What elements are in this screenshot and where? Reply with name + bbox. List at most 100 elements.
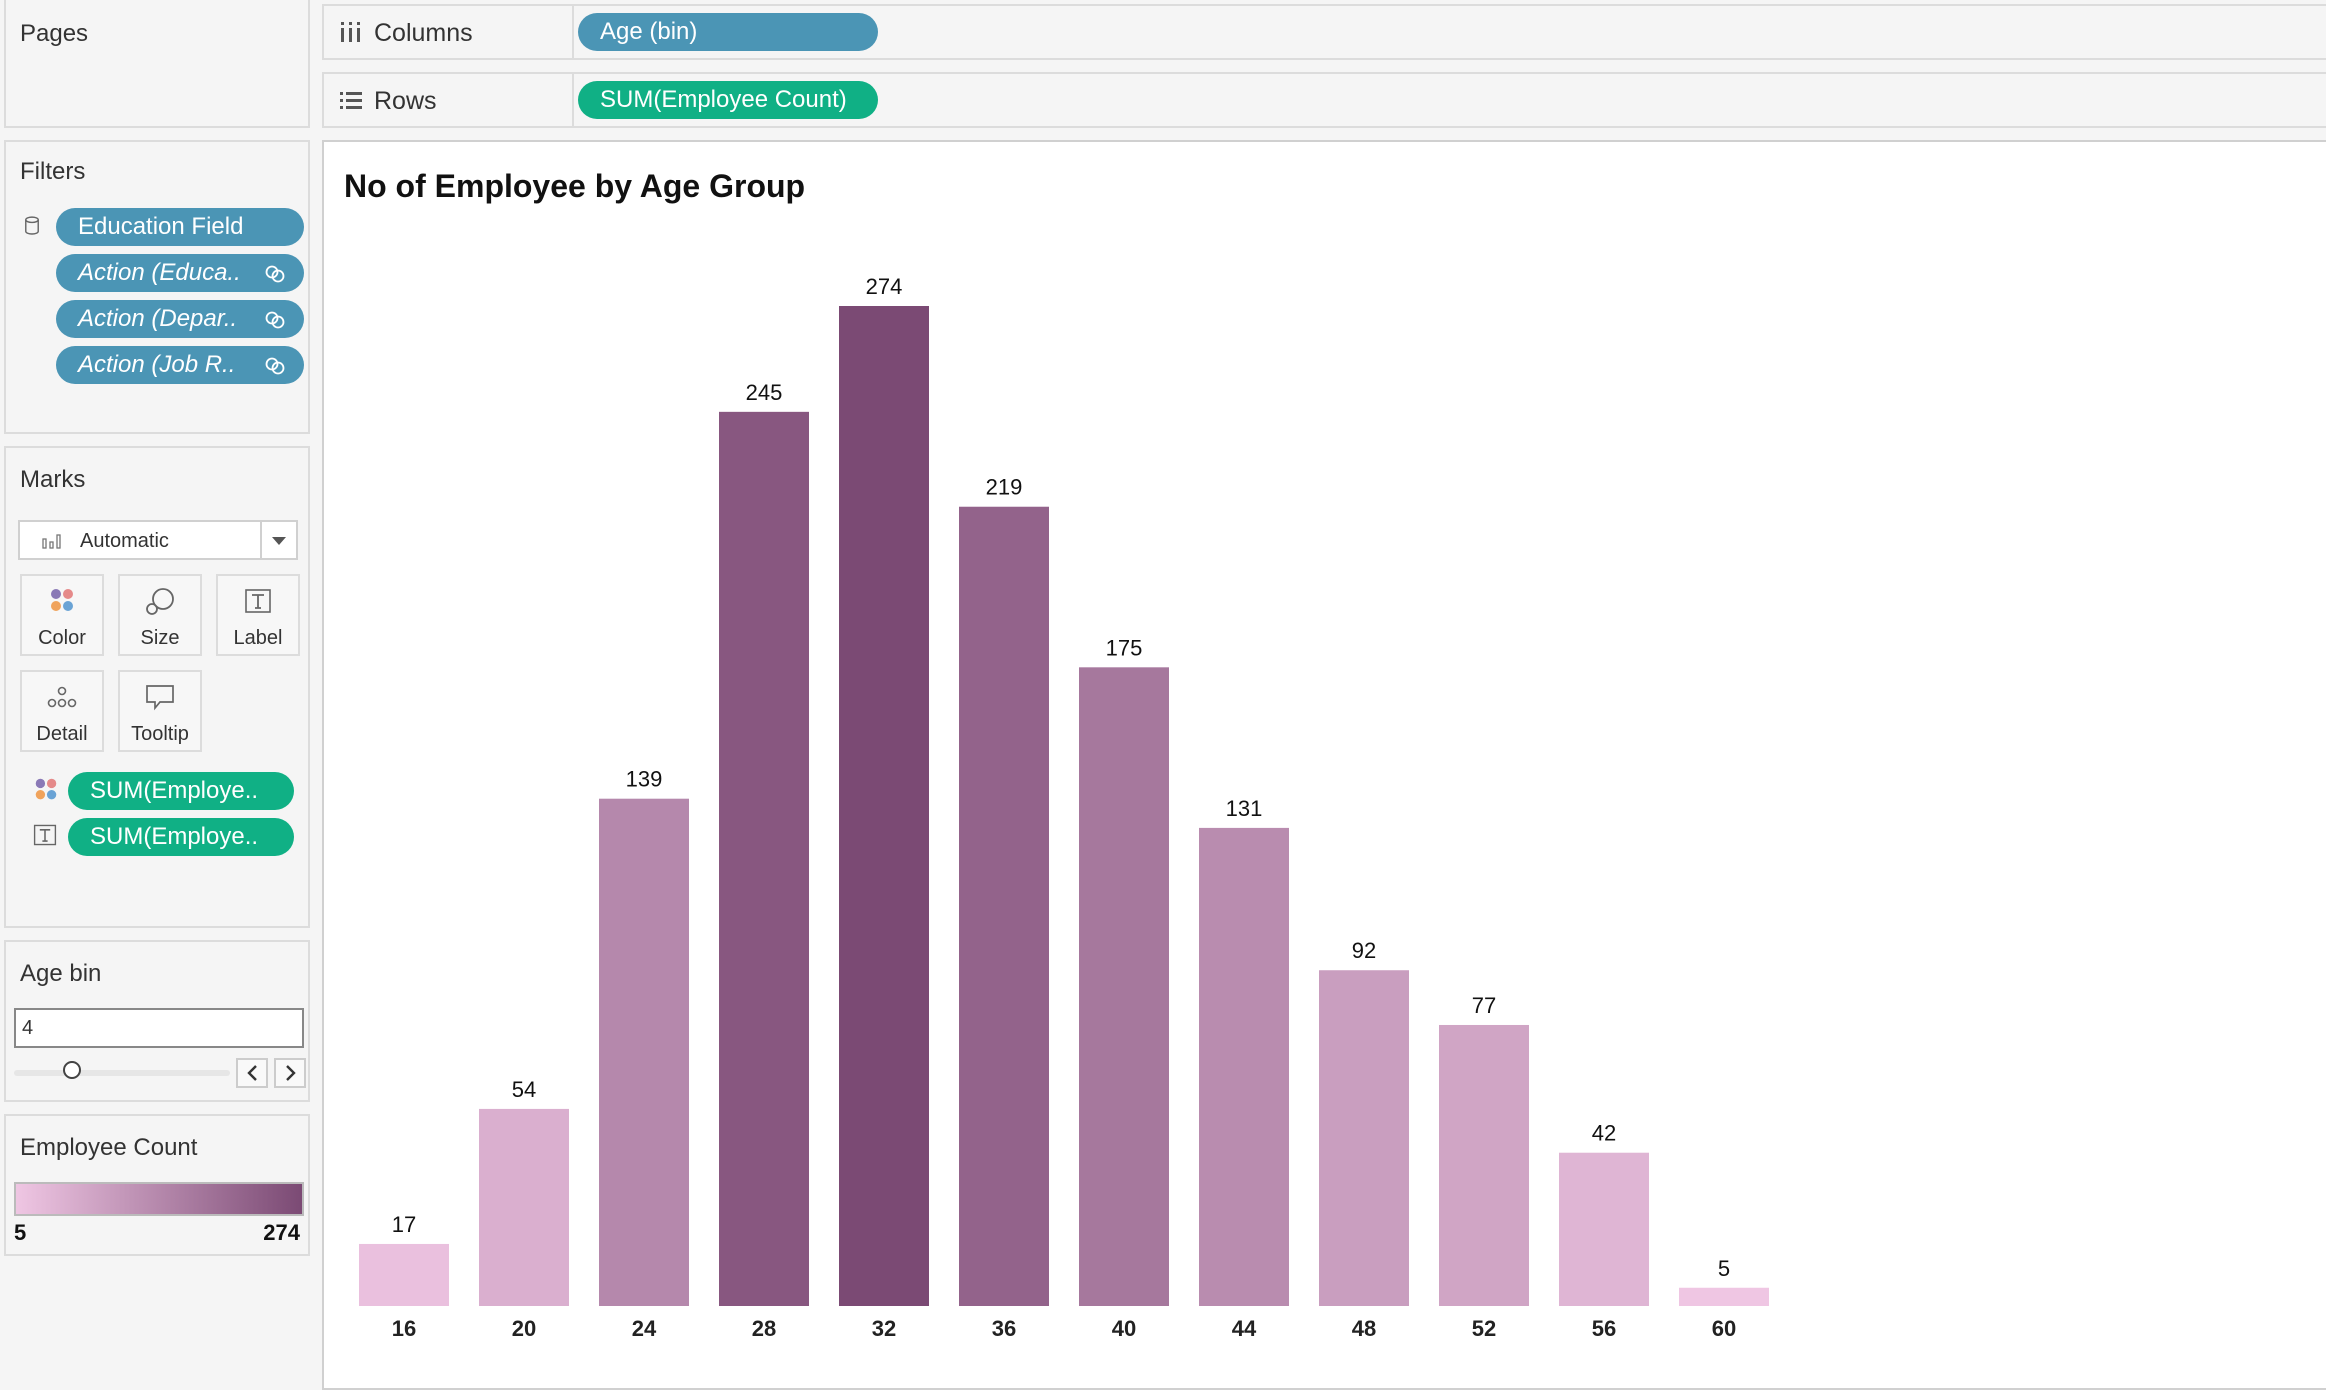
detail-icon — [47, 686, 77, 708]
legend-title: Employee Count — [20, 1134, 198, 1161]
age-bin-card: Age bin — [4, 940, 310, 1102]
data-label-20: 54 — [512, 1077, 536, 1102]
data-label-52: 77 — [1472, 993, 1496, 1018]
x-tick-44: 44 — [1232, 1316, 1257, 1341]
age-bin-slider-thumb[interactable] — [63, 1061, 82, 1079]
size-icon — [146, 588, 174, 615]
x-tick-32: 32 — [872, 1316, 896, 1341]
pages-title: Pages — [20, 20, 89, 47]
filters-card: Filters Education Field Action (Educa.. … — [4, 140, 310, 434]
text-label-icon — [245, 589, 271, 613]
bar-36[interactable] — [959, 506, 1049, 1306]
filter-action-department-label: Action (Depar.. — [78, 305, 238, 332]
filter-action-education-label: Action (Educa.. — [78, 259, 241, 286]
chart-title: No of Employee by Age Group — [344, 168, 806, 204]
bar-48[interactable] — [1319, 970, 1409, 1306]
link-icon — [265, 265, 285, 283]
marks-card: Marks Automatic Color Size Label — [4, 446, 310, 928]
filter-action-department[interactable]: Action (Depar.. — [56, 300, 304, 338]
label-field-pill[interactable]: SUM(Employe.. — [68, 818, 294, 856]
dropdown-divider — [260, 522, 296, 558]
data-label-28: 245 — [746, 380, 783, 405]
color-field-pill[interactable]: SUM(Employe.. — [68, 772, 294, 810]
legend-max: 274 — [263, 1220, 300, 1245]
color-dots-icon — [51, 589, 73, 611]
bar-chart: 17 16 54 20 139 24 245 28 274 32 219 36 175 40 131 44 92… — [359, 274, 1769, 1341]
age-bin-decrement-button[interactable] — [236, 1058, 268, 1088]
chart-view: 17 16 54 20 139 24 245 28 274 32 219 36 175 40 131 44 92… — [322, 140, 2326, 1390]
age-bin-slider-track[interactable] — [14, 1070, 230, 1076]
data-label-24: 139 — [626, 767, 663, 792]
tooltip-label: Tooltip — [131, 723, 189, 745]
datasource-icon — [25, 216, 39, 235]
chevron-right-icon — [286, 1065, 296, 1081]
detail-label: Detail — [36, 723, 88, 745]
x-tick-40: 40 — [1112, 1316, 1136, 1341]
rows-shelf[interactable]: Rows SUM(Employee Count) — [322, 72, 2326, 128]
bar-28[interactable] — [719, 411, 809, 1306]
rows-icon — [340, 92, 362, 109]
link-icon — [265, 311, 285, 329]
tooltip-icon — [146, 685, 174, 711]
age-bin-increment-button[interactable] — [274, 1058, 306, 1088]
legend-min: 5 — [14, 1220, 27, 1245]
bar-52[interactable] — [1439, 1024, 1529, 1306]
data-label-60: 5 — [1718, 1256, 1730, 1281]
mark-type-value: Automatic — [80, 530, 169, 552]
columns-shelf-label: Columns — [324, 6, 574, 58]
text-label-icon — [33, 824, 57, 846]
age-bin-pill[interactable]: Age (bin) — [578, 13, 878, 51]
detail-button[interactable]: Detail — [20, 670, 104, 752]
bar-44[interactable] — [1199, 827, 1289, 1306]
filter-action-education[interactable]: Action (Educa.. — [56, 254, 304, 292]
data-label-48: 92 — [1352, 938, 1376, 963]
data-label-40: 175 — [1106, 635, 1143, 660]
filters-title: Filters — [20, 158, 86, 185]
label-button[interactable]: Label — [216, 574, 300, 656]
filter-action-job-role[interactable]: Action (Job R.. — [56, 346, 304, 384]
tooltip-button[interactable]: Tooltip — [118, 670, 202, 752]
marks-title: Marks — [20, 466, 86, 493]
label-label: Label — [233, 627, 283, 649]
chevron-down-icon — [272, 537, 286, 545]
data-label-56: 42 — [1592, 1121, 1616, 1146]
age-bin-title: Age bin — [20, 960, 102, 987]
employee-count-legend: Employee Count 5 274 — [4, 1114, 310, 1256]
legend-color-ramp — [14, 1182, 304, 1216]
x-tick-60: 60 — [1712, 1316, 1736, 1341]
rows-label: Rows — [374, 87, 437, 115]
bar-32[interactable] — [839, 306, 929, 1306]
size-label: Size — [140, 627, 180, 649]
bar-24[interactable] — [599, 798, 689, 1306]
age-bin-input[interactable] — [14, 1008, 304, 1048]
data-label-44: 131 — [1226, 796, 1263, 821]
mark-type-dropdown[interactable]: Automatic — [18, 520, 298, 560]
bar-60[interactable] — [1679, 1287, 1769, 1306]
x-tick-56: 56 — [1592, 1316, 1616, 1341]
columns-label: Columns — [374, 19, 473, 47]
filter-action-job-role-label: Action (Job R.. — [78, 351, 236, 378]
color-button[interactable]: Color — [20, 574, 104, 656]
data-label-32: 274 — [866, 274, 903, 299]
x-tick-52: 52 — [1472, 1316, 1496, 1341]
bar-20[interactable] — [479, 1108, 569, 1306]
x-tick-36: 36 — [992, 1316, 1016, 1341]
x-tick-24: 24 — [632, 1316, 657, 1341]
bar-56[interactable] — [1559, 1152, 1649, 1306]
bar-chart-icon — [42, 534, 61, 549]
sum-employee-count-pill[interactable]: SUM(Employee Count) — [578, 81, 878, 119]
filter-education-field[interactable]: Education Field — [56, 208, 304, 246]
size-button[interactable]: Size — [118, 574, 202, 656]
x-tick-20: 20 — [512, 1316, 536, 1341]
bar-16[interactable] — [359, 1243, 449, 1306]
link-icon — [265, 357, 285, 375]
columns-shelf[interactable]: Columns Age (bin) — [322, 4, 2326, 60]
data-label-16: 17 — [392, 1212, 416, 1237]
bar-40[interactable] — [1079, 667, 1169, 1306]
chevron-left-icon — [247, 1065, 257, 1081]
x-tick-16: 16 — [392, 1316, 416, 1341]
rows-shelf-label: Rows — [324, 74, 574, 126]
x-tick-48: 48 — [1352, 1316, 1376, 1341]
data-label-36: 219 — [986, 475, 1023, 500]
color-dots-icon — [35, 778, 57, 800]
